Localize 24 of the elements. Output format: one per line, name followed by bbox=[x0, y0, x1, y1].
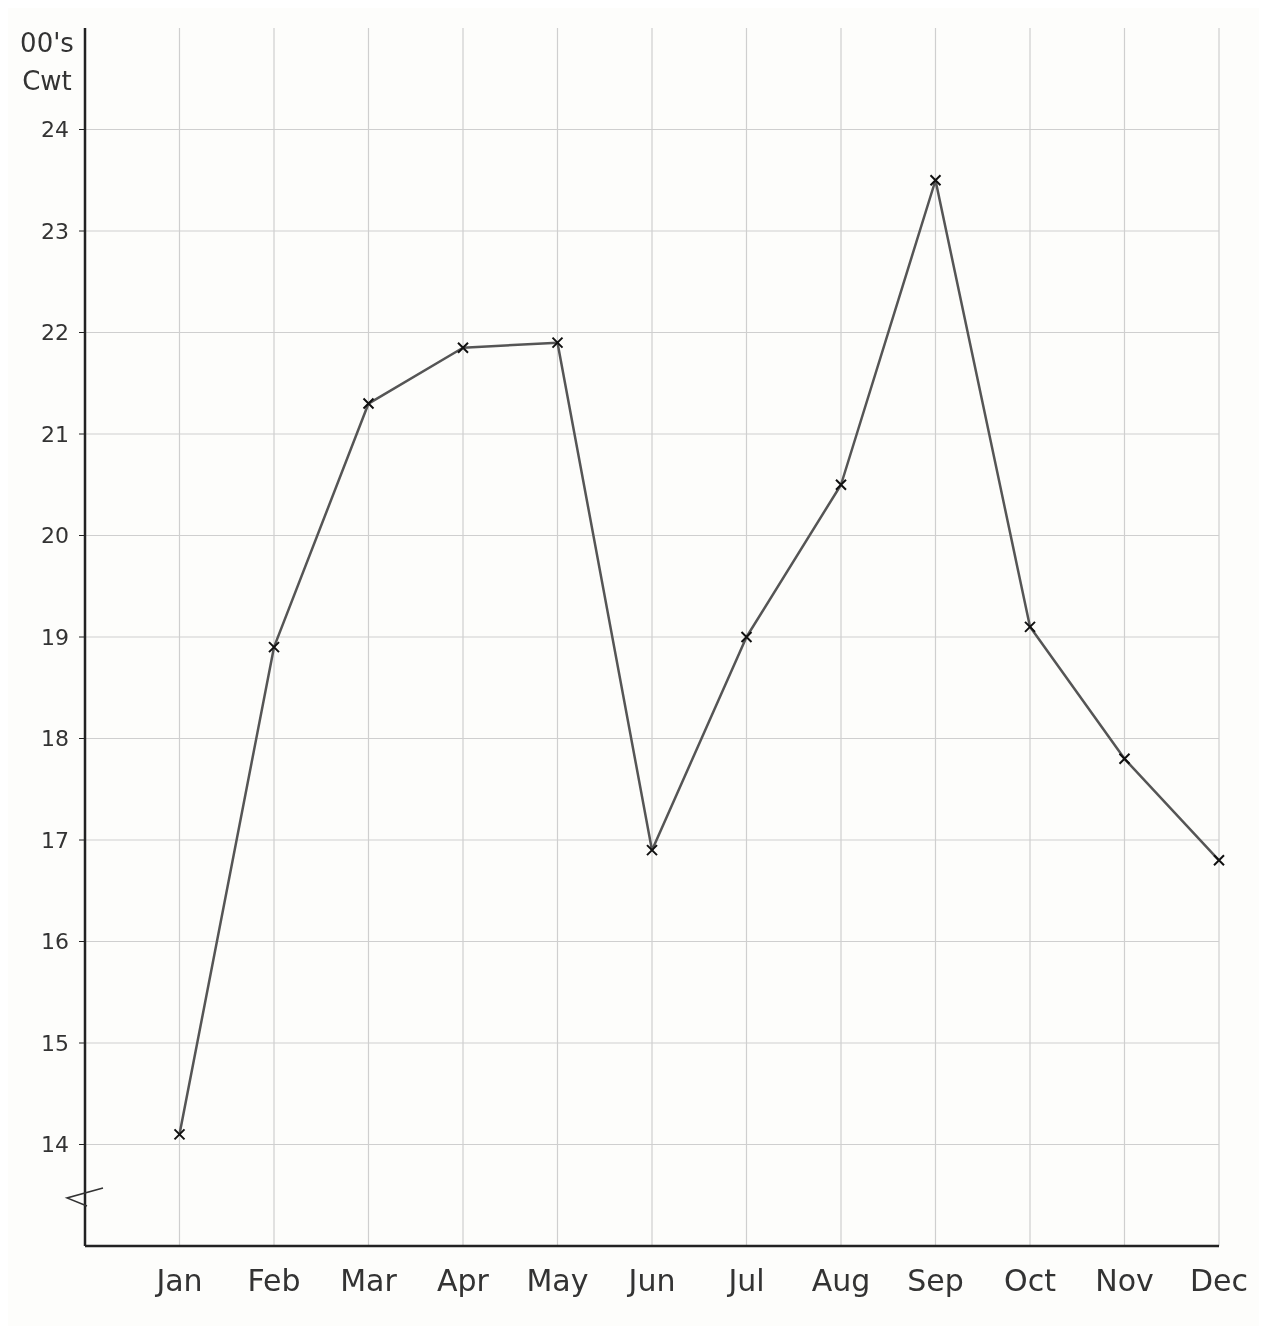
x-tick-label: Apr bbox=[437, 1263, 490, 1298]
x-tick-label: Dec bbox=[1189, 1263, 1249, 1298]
y-tick-label: 20 bbox=[41, 523, 69, 549]
x-tick-label: Feb bbox=[247, 1263, 301, 1298]
x-tick-label: Jun bbox=[626, 1263, 676, 1298]
y-axis-title: 00's Cwt bbox=[20, 28, 74, 96]
y-tick-label: 23 bbox=[41, 218, 69, 244]
y-tick-label: 21 bbox=[41, 421, 69, 447]
x-tick-label: Mar bbox=[340, 1263, 398, 1298]
y-tick-label: 19 bbox=[41, 624, 69, 650]
x-tick-label: Nov bbox=[1095, 1263, 1154, 1298]
y-tick-label: 15 bbox=[41, 1030, 69, 1056]
x-tick-label: Sep bbox=[907, 1263, 964, 1298]
y-tick-label: 24 bbox=[41, 117, 69, 143]
y-tick-label: 18 bbox=[41, 726, 69, 752]
x-tick-label: Jul bbox=[726, 1263, 765, 1298]
y-tick-label: 14 bbox=[41, 1132, 69, 1158]
x-tick-label: Oct bbox=[1004, 1263, 1057, 1298]
y-tick-label: 16 bbox=[41, 929, 69, 955]
x-tick-label: May bbox=[526, 1263, 589, 1298]
y-tick-label: 22 bbox=[41, 320, 69, 346]
y-tick-label: 17 bbox=[41, 827, 69, 853]
x-tick-label: Jan bbox=[154, 1263, 203, 1298]
x-tick-label: Aug bbox=[811, 1263, 871, 1298]
